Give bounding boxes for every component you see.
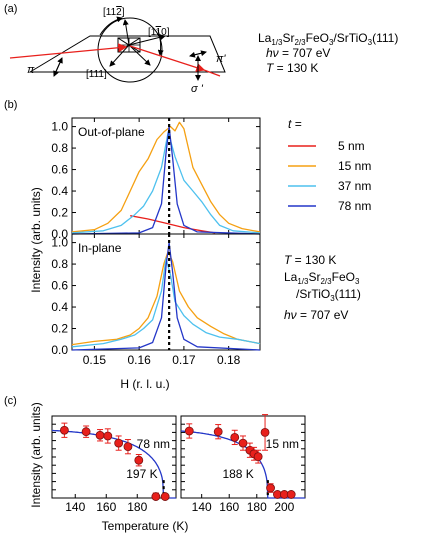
x-tick-label: 0.17: [172, 353, 196, 367]
transition-label: 197 K: [126, 467, 157, 481]
y-tick-label: 0.4: [51, 184, 68, 198]
data-point: [286, 490, 296, 499]
legend-label: 78 nm: [338, 199, 371, 213]
series-line: [71, 131, 261, 234]
panel-b-conditions: T = 130 K La1/3Sr2/3FeO3 /SrTiO3(111) hν…: [284, 253, 361, 322]
legend-label: 5 nm: [338, 139, 365, 153]
transition-label: 188 K: [222, 467, 253, 481]
x-tick-label: 0.16: [127, 353, 151, 367]
pi-out-label: π': [216, 53, 226, 65]
scattering-geometry-diagram: [112] [110] [111] π π' σ ': [9, 7, 226, 95]
data-point: [230, 432, 240, 442]
plot-annotation: Out-of-plane: [78, 125, 145, 139]
panel-c-xlabel: Temperature (K): [102, 519, 189, 533]
x-tick-label: 0.15: [83, 353, 107, 367]
sigma-out-label: σ ': [191, 83, 204, 95]
y-tick-label: 1.0: [51, 236, 68, 250]
legend-label: 37 nm: [338, 179, 371, 193]
b-sample-line2: /SrTiO3(111): [296, 287, 361, 303]
svg-text:[112]: [112]: [103, 7, 125, 18]
scattered-beam: [129, 45, 206, 72]
data-point: [81, 427, 91, 437]
b-temperature: T = 130 K: [284, 253, 336, 267]
plot-frame: [180, 415, 306, 499]
panel-c-ylabel: Intensity (arb. units): [29, 402, 43, 507]
y-tick-label: 0.4: [51, 300, 68, 314]
y-tick-label: 0.6: [51, 279, 68, 293]
temperature-plot-15nm: 140 160 180 200 15 nm 188 K: [180, 414, 306, 514]
data-point: [238, 438, 248, 448]
out-of-plane-plot: 0.0 0.2 0.4 0.6 0.8 1.0 Out-of-plane: [51, 117, 261, 241]
y-tick-label: 0.2: [51, 322, 68, 336]
data-point: [160, 492, 170, 501]
plot-frame: [71, 233, 261, 351]
panel-b-label: (b): [4, 99, 17, 111]
svg-text:[110]: [110]: [148, 27, 170, 38]
temperature: T = 130 K: [266, 61, 318, 75]
sample-plane: [28, 35, 226, 73]
data-point: [60, 425, 69, 435]
y-tick-label: 0.8: [51, 257, 68, 271]
x-tick-label: 0.18: [217, 353, 241, 367]
data-point: [114, 438, 124, 448]
x-tick-label: 160: [219, 500, 239, 514]
x-tick-label: 140: [65, 500, 85, 514]
data-point: [103, 431, 113, 441]
temperature-plot-78nm: 140 160 180 78 nm 197 K: [51, 415, 177, 514]
x-tick-label: 180: [247, 500, 267, 514]
series-line: [130, 215, 216, 234]
dir-111-label: [111]: [86, 69, 107, 80]
legend-label: 15 nm: [338, 159, 371, 173]
x-tick-label: 140: [192, 500, 212, 514]
data-point: [134, 455, 144, 465]
data-point: [95, 430, 105, 440]
panel-b-ylabel: Intensity (arb. units): [29, 187, 43, 292]
dir-1bar10-label: [1: [148, 27, 157, 38]
x-tick-label: 180: [127, 500, 147, 514]
y-tick-label: 0.2: [51, 206, 68, 220]
y-tick-label: 1.0: [51, 120, 68, 134]
plot-frame: [51, 415, 177, 499]
legend-title: t =: [288, 117, 302, 131]
pi-in-label: π: [27, 64, 35, 76]
series-line: [71, 121, 261, 233]
b-photon-energy: hν = 707 eV: [284, 308, 348, 322]
y-tick-label: 0.0: [51, 227, 68, 241]
sample-name: La1/3Sr2/3FeO3/SrTiO3(111): [258, 31, 398, 47]
legend: t = 5 nm 15 nm 37 nm 78 nm: [288, 117, 371, 213]
data-point: [266, 483, 275, 493]
panel-a-label: (a): [4, 3, 17, 15]
fit-curve: [51, 429, 176, 499]
plot-annotation: In-plane: [78, 241, 122, 255]
y-tick-label: 0.6: [51, 163, 68, 177]
x-tick-label: 200: [274, 500, 294, 514]
plot-annotation: 78 nm: [137, 437, 170, 451]
data-point: [151, 492, 161, 501]
data-point: [213, 427, 223, 437]
y-tick-label: 0.0: [51, 343, 68, 357]
x-tick-label: 160: [96, 500, 116, 514]
panel-c-label: (c): [4, 395, 17, 407]
panel-a-conditions: La1/3Sr2/3FeO3/SrTiO3(111) hν = 707 eV T…: [258, 31, 398, 75]
y-tick-label: 0.8: [51, 141, 68, 155]
in-plane-plot: 0.0 0.2 0.4 0.6 0.8 1.0 0.15 0.16 0.17 0.18 In-pla…: [51, 233, 261, 367]
dir-112-label: [11: [103, 7, 117, 18]
photon-energy: hν = 707 eV: [266, 46, 330, 60]
data-point: [253, 452, 263, 462]
plot-annotation: 15 nm: [266, 437, 299, 451]
panel-b-xlabel: H (r. l. u.): [120, 377, 169, 391]
b-sample-line1: La1/3Sr2/3FeO3: [284, 270, 360, 286]
data-point: [123, 442, 133, 452]
data-point: [184, 426, 194, 436]
data-point: [260, 427, 270, 437]
incident-beam: [9, 43, 128, 59]
